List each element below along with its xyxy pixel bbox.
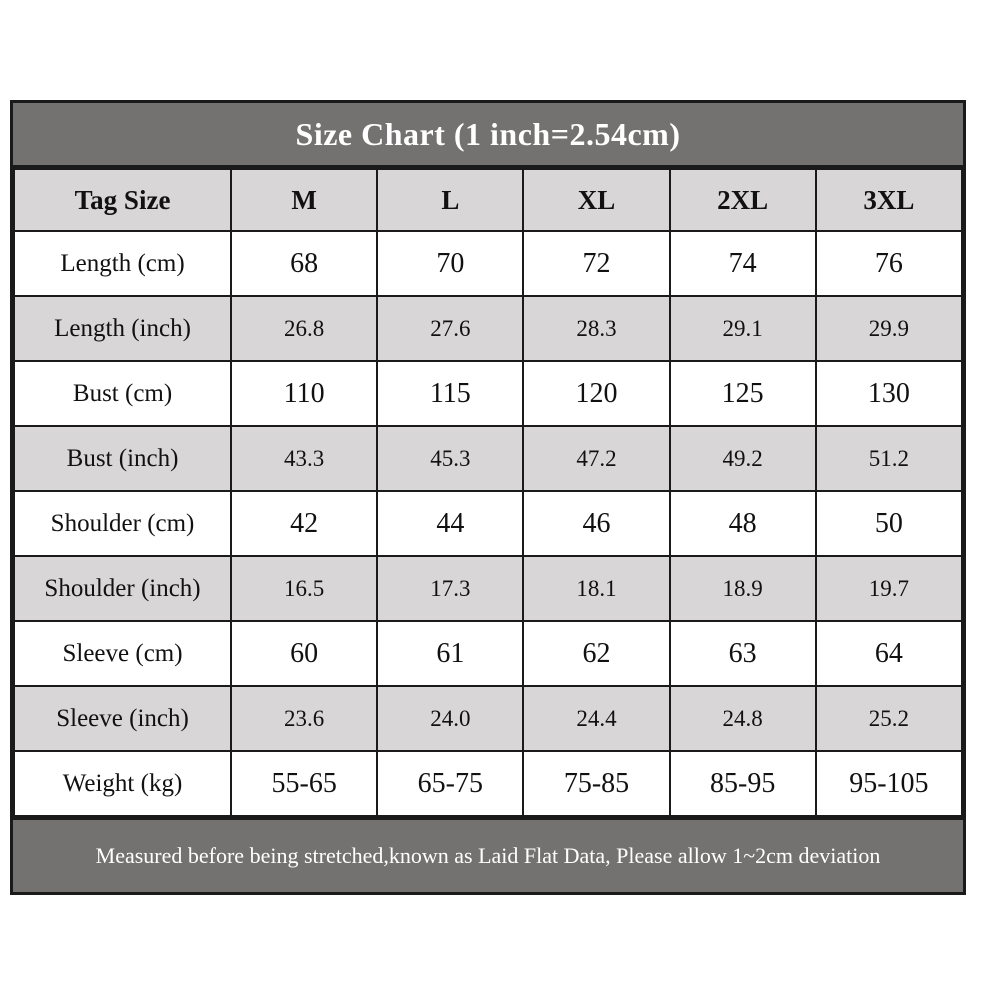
size-value-cell: 115 (376, 360, 525, 427)
size-value-cell: 70 (376, 230, 525, 297)
row-label: Sleeve (inch) (12, 685, 233, 752)
size-value-cell: 130 (814, 360, 964, 427)
size-table: Tag Size M L XL 2XL 3XL Length (cm) 68 70 72 74 76… (12, 168, 964, 817)
size-value-cell: 48 (668, 490, 817, 557)
size-value-cell: 19.7 (814, 555, 964, 622)
row-label: Weight (kg) (12, 750, 233, 817)
size-value-cell: 29.1 (668, 295, 817, 362)
size-value-cell: 50 (814, 490, 964, 557)
column-header-2xl: 2XL (668, 168, 817, 232)
column-header-3xl: 3XL (814, 168, 964, 232)
size-value-cell: 28.3 (522, 295, 671, 362)
size-value-cell: 68 (230, 230, 379, 297)
column-header-m: M (230, 168, 379, 232)
row-label: Bust (inch) (12, 425, 233, 492)
measurement-note: Measured before being stretched,known as… (13, 817, 963, 892)
size-value-cell: 49.2 (668, 425, 817, 492)
size-value-cell: 18.9 (668, 555, 817, 622)
size-value-cell: 26.8 (230, 295, 379, 362)
size-value-cell: 16.5 (230, 555, 379, 622)
table-header-row: Tag Size M L XL 2XL 3XL (12, 168, 964, 232)
size-value-cell: 23.6 (230, 685, 379, 752)
row-label: Length (cm) (12, 230, 233, 297)
table-row: Bust (inch) 43.3 45.3 47.2 49.2 51.2 (12, 425, 964, 492)
size-value-cell: 44 (376, 490, 525, 557)
size-chart-title: Size Chart (1 inch=2.54cm) (13, 103, 963, 168)
size-value-cell: 47.2 (522, 425, 671, 492)
row-label: Bust (cm) (12, 360, 233, 427)
size-value-cell: 45.3 (376, 425, 525, 492)
row-label: Sleeve (cm) (12, 620, 233, 687)
row-label: Shoulder (inch) (12, 555, 233, 622)
size-chart: Size Chart (1 inch=2.54cm) Tag Size M L XL 2… (10, 100, 966, 895)
size-value-cell: 95-105 (814, 750, 964, 817)
size-value-cell: 29.9 (814, 295, 964, 362)
size-value-cell: 120 (522, 360, 671, 427)
size-value-cell: 51.2 (814, 425, 964, 492)
size-value-cell: 85-95 (668, 750, 817, 817)
table-row: Bust (cm) 110 115 120 125 130 (12, 360, 964, 427)
table-row: Shoulder (cm) 42 44 46 48 50 (12, 490, 964, 557)
size-value-cell: 17.3 (376, 555, 525, 622)
row-label: Shoulder (cm) (12, 490, 233, 557)
size-value-cell: 46 (522, 490, 671, 557)
corner-header-tag-size: Tag Size (12, 168, 233, 232)
size-value-cell: 72 (522, 230, 671, 297)
size-value-cell: 62 (522, 620, 671, 687)
size-value-cell: 74 (668, 230, 817, 297)
table-row: Weight (kg) 55-65 65-75 75-85 85-95 95-105 (12, 750, 964, 817)
size-value-cell: 65-75 (376, 750, 525, 817)
table-row: Sleeve (inch) 23.6 24.0 24.4 24.8 25.2 (12, 685, 964, 752)
size-value-cell: 61 (376, 620, 525, 687)
size-value-cell: 24.0 (376, 685, 525, 752)
table-row: Length (cm) 68 70 72 74 76 (12, 230, 964, 297)
size-value-cell: 76 (814, 230, 964, 297)
column-header-xl: XL (522, 168, 671, 232)
size-value-cell: 110 (230, 360, 379, 427)
table-row: Shoulder (inch) 16.5 17.3 18.1 18.9 19.7 (12, 555, 964, 622)
size-value-cell: 55-65 (230, 750, 379, 817)
table-row: Length (inch) 26.8 27.6 28.3 29.1 29.9 (12, 295, 964, 362)
size-value-cell: 125 (668, 360, 817, 427)
size-value-cell: 24.4 (522, 685, 671, 752)
size-value-cell: 75-85 (522, 750, 671, 817)
size-value-cell: 27.6 (376, 295, 525, 362)
size-value-cell: 42 (230, 490, 379, 557)
size-value-cell: 63 (668, 620, 817, 687)
size-value-cell: 25.2 (814, 685, 964, 752)
column-header-l: L (376, 168, 525, 232)
size-value-cell: 64 (814, 620, 964, 687)
row-label: Length (inch) (12, 295, 233, 362)
size-value-cell: 18.1 (522, 555, 671, 622)
size-value-cell: 24.8 (668, 685, 817, 752)
size-value-cell: 43.3 (230, 425, 379, 492)
size-value-cell: 60 (230, 620, 379, 687)
table-row: Sleeve (cm) 60 61 62 63 64 (12, 620, 964, 687)
